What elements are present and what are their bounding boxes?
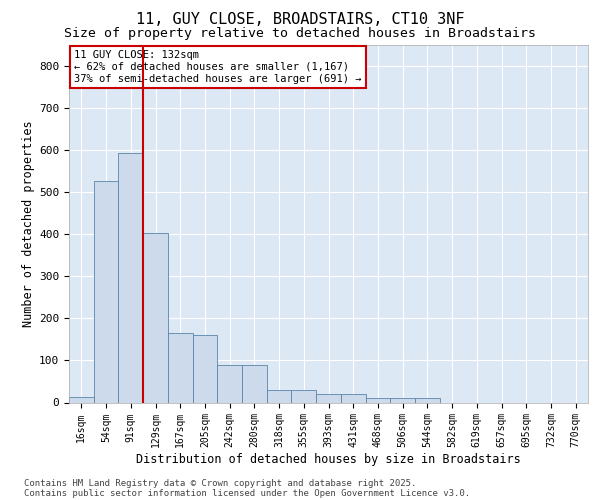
Y-axis label: Number of detached properties: Number of detached properties bbox=[22, 120, 35, 327]
Bar bbox=[217, 366, 242, 403]
Bar bbox=[365, 398, 390, 402]
Text: 11 GUY CLOSE: 132sqm
← 62% of detached houses are smaller (1,167)
37% of semi-de: 11 GUY CLOSE: 132sqm ← 62% of detached h… bbox=[74, 50, 362, 84]
Bar bbox=[415, 398, 440, 402]
Bar bbox=[69, 398, 94, 402]
Text: 11, GUY CLOSE, BROADSTAIRS, CT10 3NF: 11, GUY CLOSE, BROADSTAIRS, CT10 3NF bbox=[136, 12, 464, 28]
Bar bbox=[118, 152, 143, 402]
Text: Contains HM Land Registry data © Crown copyright and database right 2025.
Contai: Contains HM Land Registry data © Crown c… bbox=[24, 478, 470, 498]
Bar bbox=[341, 394, 365, 402]
Bar bbox=[242, 366, 267, 403]
Bar bbox=[292, 390, 316, 402]
Bar bbox=[390, 398, 415, 402]
Bar bbox=[168, 333, 193, 402]
X-axis label: Distribution of detached houses by size in Broadstairs: Distribution of detached houses by size … bbox=[136, 453, 521, 466]
Bar bbox=[94, 181, 118, 402]
Bar bbox=[143, 234, 168, 402]
Bar bbox=[316, 394, 341, 402]
Text: Size of property relative to detached houses in Broadstairs: Size of property relative to detached ho… bbox=[64, 28, 536, 40]
Bar bbox=[267, 390, 292, 402]
Bar bbox=[193, 335, 217, 402]
